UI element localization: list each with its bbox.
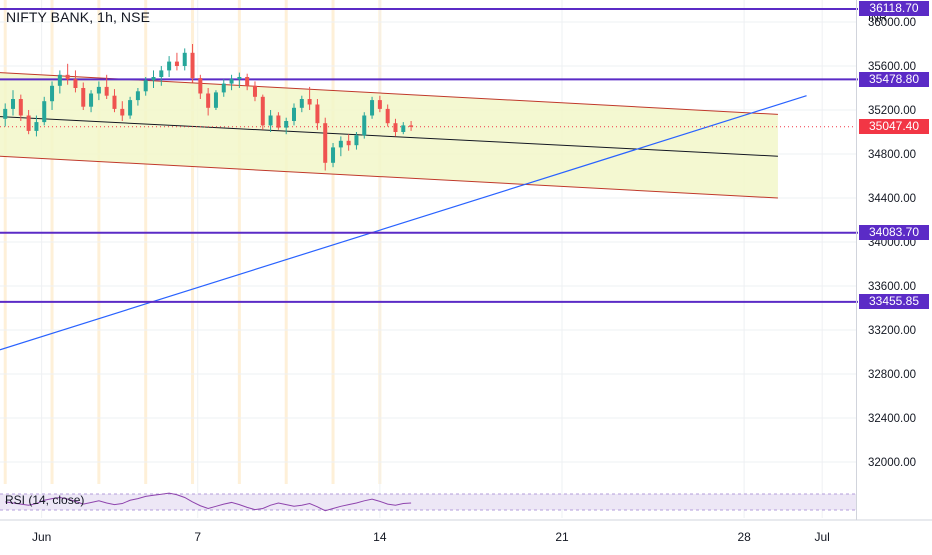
candle-body[interactable] bbox=[260, 96, 265, 126]
level-price-tag[interactable]: 35478.80 bbox=[859, 71, 929, 87]
rsi-line[interactable] bbox=[5, 492, 412, 512]
candle-body[interactable] bbox=[354, 135, 359, 146]
price-tick-label: 32400.00 bbox=[868, 413, 916, 425]
level-price-tag[interactable]: 34083.70 bbox=[859, 225, 929, 241]
candle-body[interactable] bbox=[65, 74, 70, 80]
candle-body[interactable] bbox=[385, 108, 390, 124]
candle-body[interactable] bbox=[73, 79, 78, 88]
last-price-tag[interactable]: 35047.40 bbox=[859, 119, 929, 135]
price-tick-label: 36000.00 bbox=[868, 17, 916, 29]
candle-body[interactable] bbox=[143, 80, 148, 92]
candle-body[interactable] bbox=[190, 52, 195, 79]
time-tick-label: Jul bbox=[815, 530, 830, 544]
channel-middle-line[interactable] bbox=[0, 116, 778, 157]
candle-body[interactable] bbox=[167, 61, 172, 71]
rsi-indicator-label[interactable]: RSI (14, close) bbox=[5, 493, 85, 507]
price-tick-label: 33200.00 bbox=[868, 325, 916, 337]
candle-body[interactable] bbox=[96, 86, 101, 94]
price-tick-label: 32800.00 bbox=[868, 369, 916, 381]
level-price-tag[interactable]: 36118.70 bbox=[859, 1, 929, 17]
candle-body[interactable] bbox=[252, 85, 257, 97]
candle-body[interactable] bbox=[104, 86, 109, 96]
candle-body[interactable] bbox=[292, 107, 297, 121]
candle-body[interactable] bbox=[57, 74, 62, 86]
candle-body[interactable] bbox=[42, 101, 47, 123]
candle-body[interactable] bbox=[50, 85, 55, 102]
candle-body[interactable] bbox=[377, 100, 382, 109]
price-tick-label: 34400.00 bbox=[868, 193, 916, 205]
candle-body[interactable] bbox=[393, 123, 398, 132]
candle-body[interactable] bbox=[409, 125, 414, 127]
candle-body[interactable] bbox=[323, 123, 328, 163]
candle-body[interactable] bbox=[34, 122, 39, 131]
candle-body[interactable] bbox=[89, 93, 94, 107]
candle-body[interactable] bbox=[276, 115, 281, 128]
rsi-band bbox=[0, 494, 856, 510]
price-tick-label: 32000.00 bbox=[868, 457, 916, 469]
price-axis-divider bbox=[856, 0, 857, 520]
candle-body[interactable] bbox=[370, 100, 375, 116]
candle-body[interactable] bbox=[18, 99, 23, 116]
price-tick-label: 34800.00 bbox=[868, 149, 916, 161]
candle-body[interactable] bbox=[299, 99, 304, 108]
time-tick-label: 7 bbox=[194, 530, 201, 544]
candle-body[interactable] bbox=[120, 108, 125, 116]
candle-body[interactable] bbox=[11, 99, 16, 109]
candle-body[interactable] bbox=[159, 70, 164, 77]
candle-body[interactable] bbox=[229, 79, 234, 84]
candle-body[interactable] bbox=[3, 108, 8, 119]
candle-body[interactable] bbox=[362, 115, 367, 136]
ascending-trendline[interactable] bbox=[0, 95, 807, 351]
time-tick-label: 28 bbox=[737, 530, 751, 544]
candle-body[interactable] bbox=[128, 100, 133, 116]
candle-body[interactable] bbox=[315, 104, 320, 124]
symbol-title: NIFTY BANK, 1h, NSE bbox=[6, 9, 151, 25]
candle-body[interactable] bbox=[135, 91, 140, 101]
candle-body[interactable] bbox=[307, 99, 312, 105]
price-tick-label: 35200.00 bbox=[868, 105, 916, 117]
time-tick-label: 14 bbox=[373, 530, 387, 544]
candle-body[interactable] bbox=[182, 52, 187, 66]
candle-body[interactable] bbox=[174, 61, 179, 66]
candle-body[interactable] bbox=[401, 125, 406, 132]
candle-body[interactable] bbox=[26, 115, 31, 131]
level-price-tag[interactable]: 33455.85 bbox=[859, 294, 929, 310]
candle-body[interactable] bbox=[206, 93, 211, 108]
price-tick-label: 33600.00 bbox=[868, 281, 916, 293]
candle-body[interactable] bbox=[268, 115, 273, 126]
channel-lower-line[interactable] bbox=[0, 155, 778, 199]
time-tick-label: 21 bbox=[555, 530, 569, 544]
candle-body[interactable] bbox=[284, 121, 289, 128]
candle-body[interactable] bbox=[112, 95, 117, 109]
time-tick-label: Jun bbox=[32, 530, 51, 544]
price-tick-label: 35600.00 bbox=[868, 61, 916, 73]
candle-body[interactable] bbox=[338, 140, 343, 148]
candle-body[interactable] bbox=[213, 92, 218, 108]
candle-body[interactable] bbox=[245, 77, 250, 86]
candle-body[interactable] bbox=[81, 88, 86, 107]
candle-body[interactable] bbox=[331, 147, 336, 163]
candle-body[interactable] bbox=[221, 83, 226, 93]
candle-body[interactable] bbox=[237, 77, 242, 80]
candle-body[interactable] bbox=[198, 78, 203, 94]
candle-body[interactable] bbox=[346, 140, 351, 146]
candle-body[interactable] bbox=[151, 77, 156, 81]
